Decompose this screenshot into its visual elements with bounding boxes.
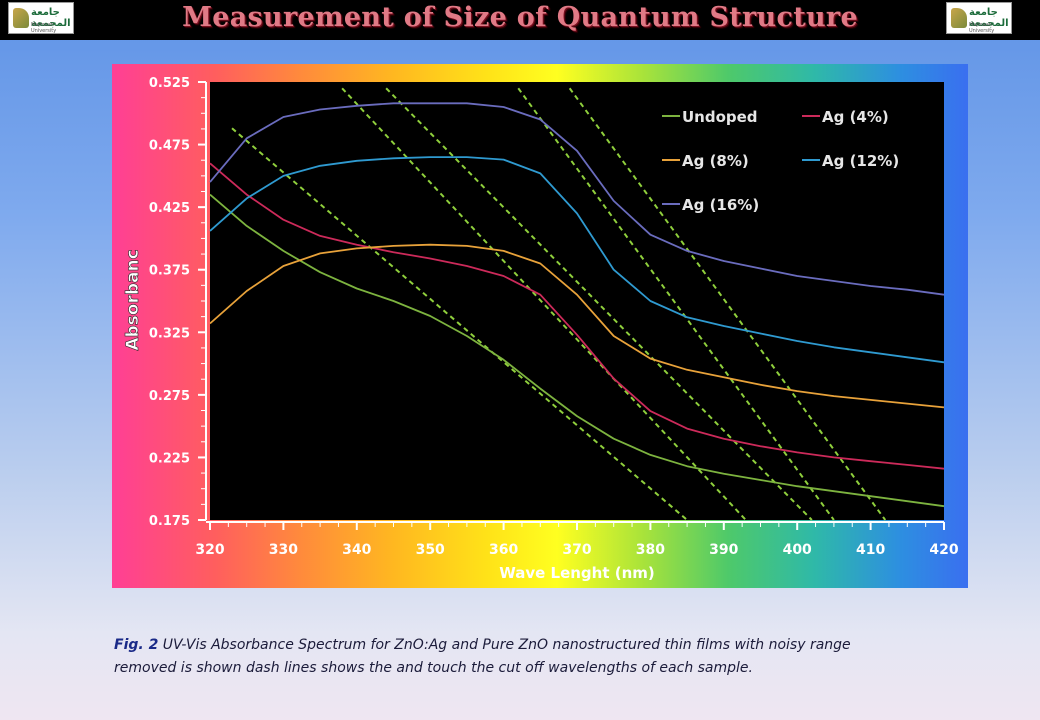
chart-figure: 0.525 0.475 0.425 0.375 0.325 0.275 0.225 0.175… — [112, 64, 968, 588]
x-tick-label: 340 — [342, 542, 371, 558]
series-lines — [209, 102, 945, 508]
y-tick-label: 0.525 — [149, 76, 190, 91]
page-title: Measurement of Size of Quantum Structure — [182, 2, 858, 33]
y-tick-label: 0.475 — [149, 139, 190, 154]
legend: Undoped Ag (4%) Ag (8%) Ag (12%) Ag (16%) — [662, 108, 899, 214]
logo-emblem-icon — [951, 8, 967, 28]
logo-subtext: Majmaah University — [969, 22, 995, 34]
university-logo-right: جامعة المجمعة Majmaah University — [946, 2, 1012, 34]
cutoff-dash-line — [231, 127, 688, 521]
legend-label: Ag (8%) — [682, 152, 749, 170]
cutoff-dash-line — [568, 87, 887, 521]
cutoff-dash-line — [517, 87, 835, 521]
x-tick-label: 370 — [562, 542, 591, 558]
y-tick-label: 0.425 — [149, 201, 190, 216]
cutoff-lines — [231, 87, 887, 521]
logo-emblem-icon — [13, 8, 29, 28]
x-tick-label: 420 — [929, 542, 958, 558]
x-tick-label: 380 — [636, 542, 665, 558]
legend-label: Undoped — [682, 108, 758, 126]
x-tick-label: 330 — [269, 542, 298, 558]
x-tick-label: 360 — [489, 542, 518, 558]
series-line — [209, 243, 945, 409]
y-tick-label: 0.375 — [149, 264, 190, 279]
y-tick-label: 0.275 — [149, 389, 190, 404]
legend-label: Ag (4%) — [822, 108, 889, 126]
axes: 0.525 0.475 0.425 0.375 0.325 0.275 0.225 0.175… — [149, 76, 959, 558]
x-tick-label: 350 — [416, 542, 445, 558]
y-tick-label: 0.225 — [149, 451, 190, 466]
x-tick-label: 410 — [856, 542, 885, 558]
figure-caption: Fig. 2 UV-Vis Absorbance Spectrum for Zn… — [114, 634, 914, 680]
series-line — [209, 102, 945, 296]
x-tick-label: 320 — [195, 542, 224, 558]
logo-text: جامعة المجمعة — [31, 7, 71, 29]
plot-area — [210, 82, 944, 520]
logo-text: جامعة المجمعة — [969, 7, 1009, 29]
series-line — [209, 193, 945, 508]
series-line — [209, 156, 945, 364]
series-line — [209, 162, 945, 470]
y-axis-label: Absorbanc — [123, 249, 143, 350]
university-logo-left: جامعة المجمعة Majmaah University — [8, 2, 74, 34]
logo-subtext: Majmaah University — [31, 22, 57, 34]
x-tick-label: 400 — [783, 542, 812, 558]
caption-lead: Fig. 2 — [114, 637, 159, 653]
x-tick-label: 390 — [709, 542, 738, 558]
absorbance-chart: 0.525 0.475 0.425 0.375 0.325 0.275 0.225 0.175… — [123, 76, 959, 582]
legend-label: Ag (12%) — [822, 152, 899, 170]
title-bar — [0, 0, 1040, 40]
x-axis-label: Wave Lenght (nm) — [499, 564, 655, 582]
legend-label: Ag (16%) — [682, 196, 759, 214]
y-tick-label: 0.325 — [149, 326, 190, 341]
y-tick-label: 0.175 — [149, 514, 190, 529]
cutoff-dash-line — [385, 87, 813, 521]
caption-text: UV-Vis Absorbance Spectrum for ZnO:Ag an… — [114, 637, 851, 676]
